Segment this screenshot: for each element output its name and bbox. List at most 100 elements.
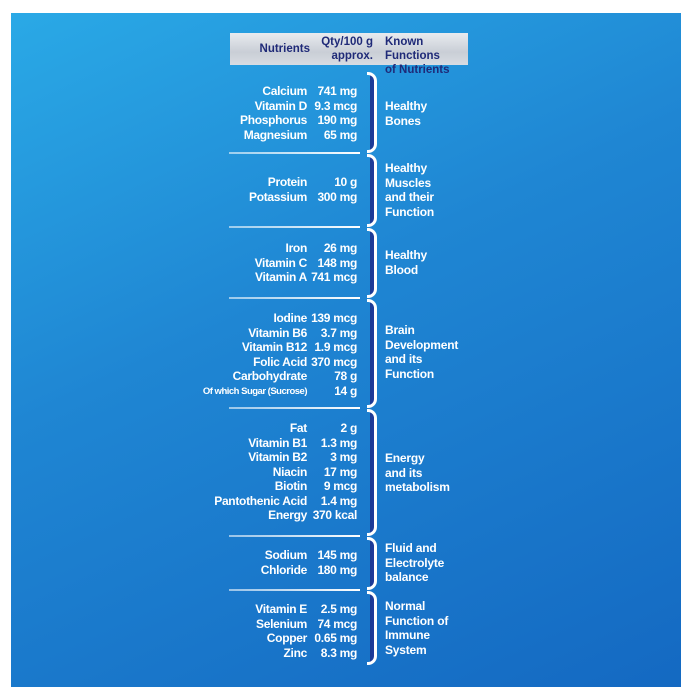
function-label-line: Function [385,366,435,381]
nutrient-row: Vitamin C 148 mg [11,256,681,271]
nutrient-name: Vitamin B12 [241,340,307,354]
nutrient-quantity: 1.9 mcg [314,340,357,354]
nutrient-row: Protein 10 g [11,175,681,190]
table-header: Nutrients Qty/100 g approx. Known Functi… [230,33,468,76]
nutrient-name: Vitamin B6 [248,325,307,340]
nutrient-name: Folic Acid [253,354,307,369]
nutrient-row: Iron 26 mg [11,241,681,256]
group-separator [229,226,360,228]
nutrient-name: Zinc [283,645,308,660]
nutrient-row: Vitamin B1 1.3 mg [11,436,681,451]
nutrient-quantity: 370 kcal [312,508,358,522]
nutrient-name: Calcium [262,84,307,98]
nutrient-quantity: 300 mg [317,189,357,204]
function-label-line: Energy [385,451,425,465]
function-label-line: Fluid and [385,541,437,555]
nutrient-row: Chloride 180 mg [11,563,681,578]
nutrient-row: Phosphorus 190 mg [11,113,681,128]
nutrient-quantity: 190 mg [317,113,357,127]
function-label-line: Normal [385,599,426,613]
function-label: Healthy Blood [385,248,495,277]
nutrient-row: Sodium 145 mg [11,548,681,563]
nutrient-name: Biotin [274,479,308,493]
function-label-line: Healthy [385,161,427,175]
function-label: Healthy Muscles and their Function [385,161,495,219]
nutrient-name: Chloride [260,562,308,577]
nutrient-quantity: 74 mcg [317,616,357,631]
group-separator [229,407,360,409]
function-label-line: metabolism [385,480,450,494]
nutrient-row: Carbohydrate 78 g [11,369,681,384]
nutrient-quantity: 3 mg [330,450,357,464]
nutrient-name: Vitamin B2 [248,450,307,464]
nutrient-row: Iodine 139 mcg [11,311,681,326]
nutrition-panel: Nutrients Qty/100 g approx. Known Functi… [11,13,681,687]
nutrient-quantity: 78 g [334,369,357,383]
nutrient-quantity: 0.65 mg [314,631,357,645]
function-label-line: and their [385,190,434,204]
header-functions-line1: Known Functions [385,36,440,62]
nutrient-quantity: 741 mg [317,84,357,98]
nutrient-quantity: 2.5 mg [320,602,358,616]
nutrient-quantity: 8.3 mg [320,645,358,660]
nutrient-row: Zinc 8.3 mg [11,646,681,661]
nutrient-row: Vitamin B6 3.7 mg [11,326,681,341]
nutrient-quantity: 139 mcg [311,311,357,325]
group-bracket [367,154,377,227]
nutrient-quantity: 148 mg [317,255,357,270]
function-label-line: Brain [385,323,415,337]
function-label-line: Electrolyte [385,555,445,570]
header-functions: Known Functions of Nutrients [385,35,467,77]
header-quantity-line1: Qty/100 g [321,36,373,48]
header-functions-line2: of Nutrients [385,64,450,76]
nutrient-quantity: 180 mg [317,562,357,577]
nutrient-row: Of which Sugar (Sucrose) 14 g [11,384,681,399]
nutrient-quantity: 1.3 mg [320,435,358,450]
group-bracket [367,537,377,590]
function-label-line: Healthy [385,99,427,113]
function-label-line: Development [385,337,459,352]
nutrient-row: Folic Acid 370 mcg [11,355,681,370]
group-bracket [367,591,377,665]
nutrient-row: Energy 370 kcal [11,508,681,523]
nutrient-row: Niacin 17 mg [11,465,681,480]
group-separator [229,589,360,591]
nutrient-quantity: 65 mg [323,127,357,142]
function-label: Brain Development and its Function [385,323,495,381]
nutrient-name: Niacin [272,464,308,479]
nutrient-name: Selenium [256,616,307,631]
function-label-line: balance [385,570,429,584]
function-label-line: Healthy [385,248,427,262]
group-separator [229,535,360,537]
nutrient-name: Vitamin C [254,255,308,270]
nutrient-name: Iron [285,241,308,255]
nutrient-name: Carbohydrate [232,369,308,383]
nutrient-row: Pantothenic Acid 1.4 mg [11,494,681,509]
header-quantity: Qty/100 g approx. [315,35,373,63]
nutrient-name: Potassium [249,189,307,204]
nutrient-row: Biotin 9 mcg [11,479,681,494]
function-label: Fluid and Electrolyte balance [385,541,495,585]
function-label-line: and its [385,465,423,480]
nutrient-name: Vitamin D [254,98,308,113]
nutrient-row: Vitamin D 9.3 mcg [11,99,681,114]
nutrient-row: Vitamin B2 3 mg [11,450,681,465]
function-label: Healthy Bones [385,99,495,128]
nutrient-row: Magnesium 65 mg [11,128,681,143]
nutrient-name: Pantothenic Acid [214,493,307,508]
group-separator [229,152,360,154]
nutrient-row: Potassium 300 mg [11,190,681,205]
nutrient-name: Energy [268,508,307,522]
nutrient-name: Vitamin E [255,602,307,616]
group-bracket [367,72,377,153]
function-label-line: Function [385,204,435,219]
nutrient-row: Vitamin E 2.5 mg [11,602,681,617]
nutrient-quantity: 17 mg [323,464,357,479]
function-label: Energy and its metabolism [385,451,495,495]
nutrient-quantity: 3.7 mg [320,325,358,340]
nutrient-quantity: 370 mcg [311,354,357,369]
nutrient-name: Fat [289,421,307,435]
nutrient-row: Vitamin A 741 mcg [11,270,681,285]
function-label-line: System [385,642,427,657]
nutrient-name: Magnesium [243,127,308,142]
